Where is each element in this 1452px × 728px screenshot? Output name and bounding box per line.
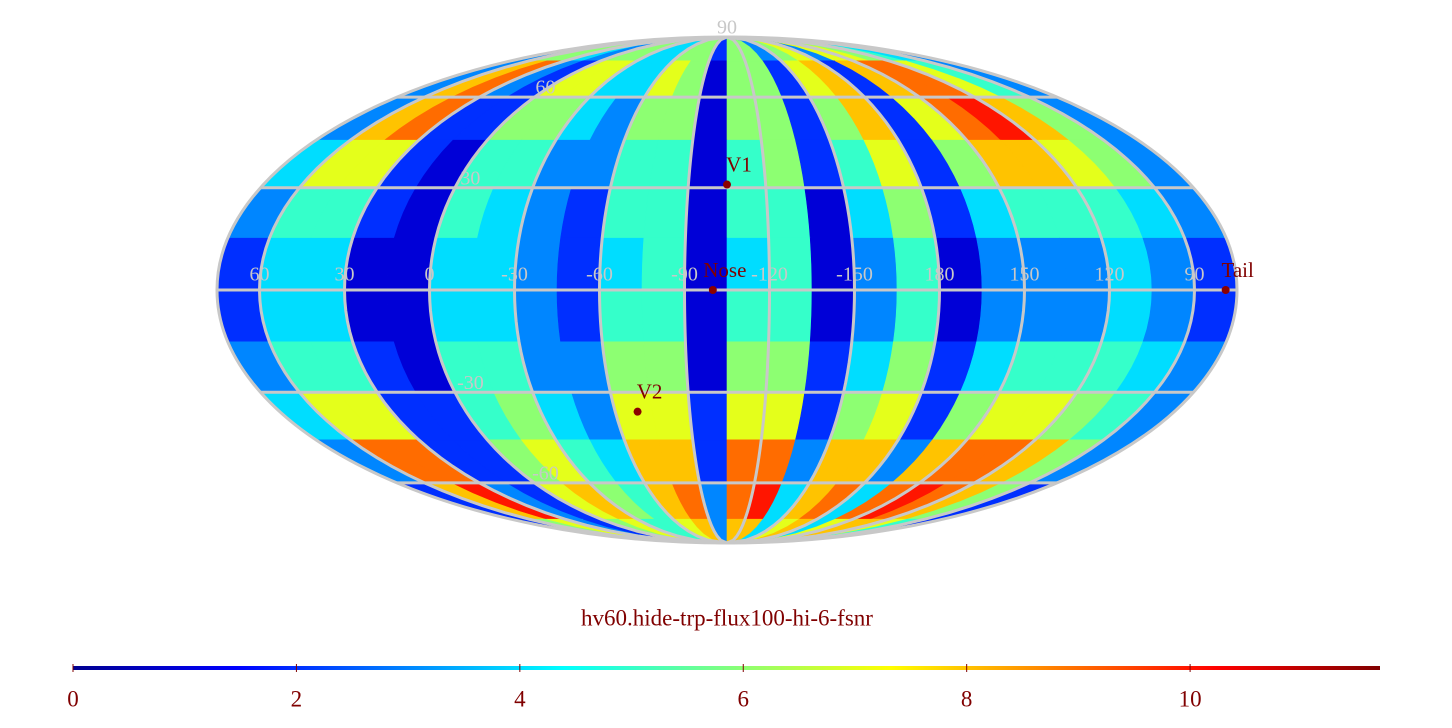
map-cell bbox=[599, 289, 645, 343]
lon-label: 150 bbox=[1010, 264, 1040, 286]
meridian bbox=[726, 35, 772, 545]
map-labels: 90 60 30 -30 -60 60 30 0 -30 -60 -90 -120 -150 180 150… bbox=[250, 17, 1255, 485]
colorbar-tick-label: 0 bbox=[67, 686, 79, 711]
meridian bbox=[726, 35, 1027, 545]
map-cell bbox=[976, 289, 1025, 343]
lat-label: 60 bbox=[535, 77, 555, 99]
lat-label: -30 bbox=[457, 372, 484, 394]
map-cell bbox=[641, 289, 686, 343]
map-cell bbox=[768, 289, 813, 343]
lon-label: 0 bbox=[425, 264, 435, 286]
meridian bbox=[726, 35, 857, 545]
map-cell bbox=[684, 289, 728, 343]
map-cell bbox=[934, 289, 983, 343]
meridian bbox=[726, 35, 1197, 545]
marker bbox=[633, 407, 642, 416]
chart-title: hv60.hide-trp-flux100-hi-6-fsnr bbox=[581, 605, 873, 630]
colorbar-tick-label: 6 bbox=[738, 686, 750, 711]
marker-label: Tail bbox=[1221, 258, 1254, 282]
lon-label: 30 bbox=[335, 264, 355, 286]
colorbar-tick-label: 2 bbox=[291, 686, 303, 711]
marker bbox=[708, 286, 717, 294]
map-cell bbox=[429, 289, 478, 343]
colorbar-tick-label: 8 bbox=[961, 686, 973, 711]
map-cell bbox=[765, 341, 811, 393]
map-cell bbox=[687, 139, 728, 189]
map-cell bbox=[556, 289, 603, 343]
map-cell bbox=[726, 289, 770, 343]
colorbar-ticks: 0 2 4 6 8 10 bbox=[67, 664, 1202, 711]
map-cell bbox=[429, 237, 478, 291]
map-cell bbox=[851, 289, 898, 343]
meridian bbox=[726, 35, 942, 545]
map-cell bbox=[765, 187, 811, 239]
lat-label: 90 bbox=[717, 17, 737, 39]
meridian bbox=[682, 35, 728, 545]
map-cell bbox=[893, 289, 940, 343]
meridian bbox=[257, 35, 728, 545]
map-cell bbox=[514, 289, 561, 343]
lat-label: -60 bbox=[532, 462, 559, 484]
lon-label: 60 bbox=[250, 264, 270, 286]
lon-label: -120 bbox=[751, 264, 788, 286]
map-cell bbox=[687, 391, 728, 441]
lon-label: 90 bbox=[1185, 264, 1205, 286]
map-cell bbox=[809, 289, 855, 343]
meridian bbox=[512, 35, 728, 545]
marker-label: V2 bbox=[637, 379, 663, 403]
meridian bbox=[726, 35, 1112, 545]
map-cell bbox=[685, 341, 728, 393]
map-cell bbox=[471, 289, 520, 343]
lon-label: -90 bbox=[671, 264, 698, 286]
marker bbox=[1221, 286, 1230, 294]
marker-label: Nose bbox=[703, 258, 746, 282]
map-cell bbox=[685, 187, 728, 239]
marker-label: V1 bbox=[726, 152, 752, 176]
map-cell bbox=[726, 187, 769, 239]
map-cell bbox=[643, 187, 689, 239]
colorbar-tick-label: 4 bbox=[514, 686, 526, 711]
map-cell bbox=[726, 341, 769, 393]
marker bbox=[723, 180, 731, 189]
meridian bbox=[597, 35, 728, 545]
lon-label: -60 bbox=[586, 264, 613, 286]
map-cell bbox=[726, 391, 767, 441]
lon-label: 120 bbox=[1095, 264, 1125, 286]
lon-label: -30 bbox=[501, 264, 528, 286]
colorbar-tick-label: 10 bbox=[1179, 686, 1202, 711]
lon-label: -150 bbox=[836, 264, 873, 286]
colorbar bbox=[73, 666, 1380, 670]
lat-label: 30 bbox=[460, 167, 480, 189]
map-outline bbox=[215, 35, 1239, 545]
lon-label: 180 bbox=[925, 264, 955, 286]
meridian bbox=[427, 35, 728, 545]
map-grid bbox=[215, 35, 1239, 545]
meridian bbox=[342, 35, 728, 545]
